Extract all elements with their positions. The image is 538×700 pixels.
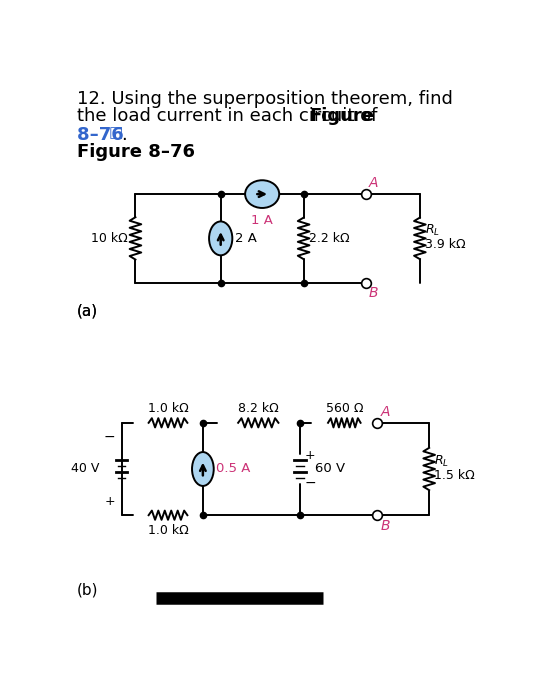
Text: A: A: [380, 405, 390, 419]
Text: □: □: [109, 125, 124, 141]
Text: (b): (b): [76, 583, 98, 598]
Text: 1.0 kΩ: 1.0 kΩ: [147, 402, 188, 415]
Text: B: B: [380, 519, 390, 533]
Text: 8–76: 8–76: [76, 125, 130, 144]
Text: +: +: [105, 495, 115, 508]
Text: −: −: [305, 476, 316, 490]
Text: 40 V: 40 V: [72, 463, 100, 475]
Text: 560 Ω: 560 Ω: [325, 402, 363, 415]
Text: .: .: [122, 125, 128, 144]
Text: 1.0 kΩ: 1.0 kΩ: [147, 524, 188, 537]
Text: 1.5 kΩ: 1.5 kΩ: [434, 469, 475, 482]
Text: Figure 8–76: Figure 8–76: [76, 143, 195, 160]
Text: 0.5 A: 0.5 A: [216, 463, 250, 475]
Text: 12. Using the superposition theorem, find: 12. Using the superposition theorem, fin…: [76, 90, 452, 108]
Text: 8.2 kΩ: 8.2 kΩ: [238, 402, 279, 415]
Text: (a): (a): [76, 304, 98, 318]
Ellipse shape: [245, 180, 279, 208]
Text: 2 A: 2 A: [235, 232, 257, 245]
Text: 10 kΩ: 10 kΩ: [91, 232, 128, 245]
Text: $R_L$: $R_L$: [434, 454, 449, 469]
Text: 1 A: 1 A: [251, 214, 273, 227]
Text: 2.2 kΩ: 2.2 kΩ: [309, 232, 350, 245]
Text: +: +: [305, 449, 315, 461]
Text: B: B: [369, 286, 378, 300]
Text: $R_L$: $R_L$: [424, 223, 440, 238]
Ellipse shape: [209, 221, 232, 255]
Text: (a): (a): [76, 304, 98, 318]
Ellipse shape: [192, 452, 214, 486]
Text: 60 V: 60 V: [315, 463, 345, 475]
Text: A: A: [369, 176, 378, 190]
Text: the load current in each circuit of: the load current in each circuit of: [76, 107, 383, 125]
Text: 3.9 kΩ: 3.9 kΩ: [424, 238, 465, 251]
Text: Figure: Figure: [310, 107, 375, 125]
Text: −: −: [104, 430, 115, 444]
